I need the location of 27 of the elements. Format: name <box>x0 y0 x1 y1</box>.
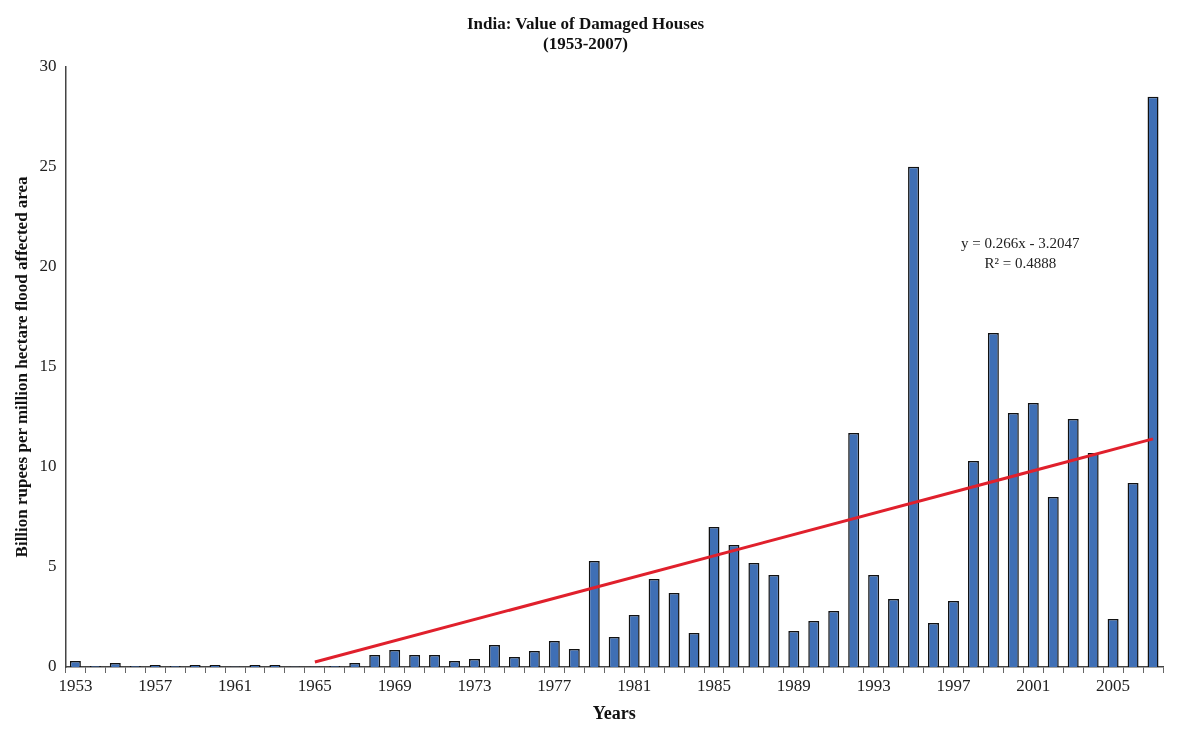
chart-title: India: Value of Damaged Houses <box>466 13 705 33</box>
x-tick-label: 1985 <box>696 675 731 695</box>
annotation: R² = 0.4888 <box>984 254 1057 271</box>
y-tick-label: 25 <box>39 156 57 176</box>
x-tick-label: 2001 <box>1016 675 1051 695</box>
x-tick-label: 1961 <box>218 675 253 695</box>
x-axis-title: Years <box>592 702 636 723</box>
x-tick-label: 1977 <box>537 675 572 695</box>
x-tick-label: 1997 <box>936 675 971 695</box>
x-tick-label: 1965 <box>297 675 332 695</box>
y-tick-label: 5 <box>47 556 57 576</box>
y-tick-label: 15 <box>39 356 57 376</box>
x-tick-label: 1989 <box>776 675 811 695</box>
x-tick-label: 1981 <box>617 675 652 695</box>
x-tick-label: 1969 <box>377 675 412 695</box>
x-tick-label: 2005 <box>1096 675 1131 695</box>
y-tick-label: 0 <box>47 656 57 676</box>
y-axis-title: Billion rupees per million hectare flood affected area <box>11 175 31 558</box>
y-tick-label: 30 <box>39 56 57 76</box>
x-tick-label: 1973 <box>457 675 492 695</box>
x-tick-label: 1953 <box>58 675 93 695</box>
y-tick-label: 10 <box>39 456 57 476</box>
y-tick-label: 20 <box>39 256 57 276</box>
x-tick-label: 1993 <box>856 675 891 695</box>
x-tick-label: 1957 <box>138 675 173 695</box>
annotation: y = 0.266x - 3.2047 <box>961 234 1081 251</box>
chart-subtitle: (1953-2007) <box>543 33 628 53</box>
